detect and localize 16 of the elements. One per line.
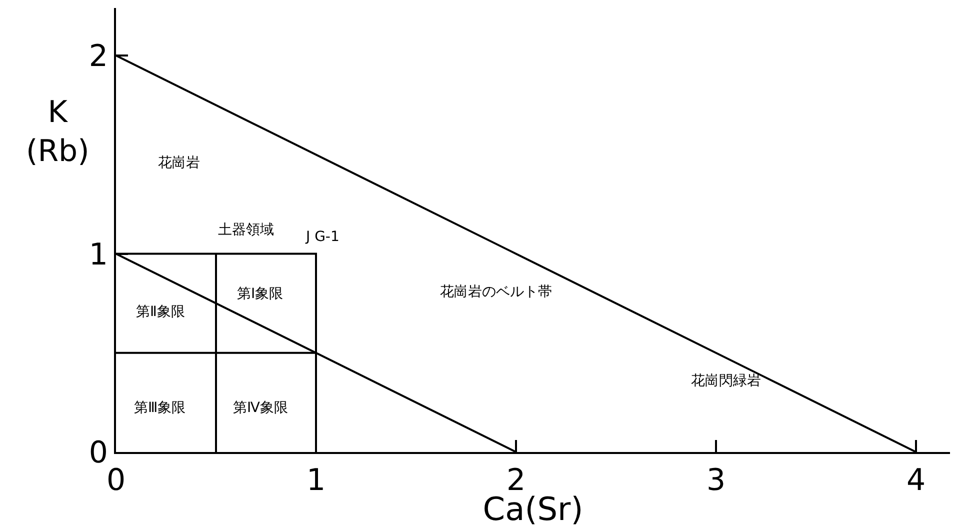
annotation: 第Ⅳ象限 [233, 400, 288, 416]
annotation: 第Ⅰ象限 [237, 286, 284, 302]
y-axis-title: K (Rb) [26, 95, 90, 169]
x-tick-label: 4 [906, 463, 926, 498]
annotation: 第Ⅱ象限 [136, 304, 185, 320]
annotation: 第Ⅲ象限 [134, 400, 186, 416]
annotation: 花崗岩 [158, 155, 200, 171]
annotation: 土器領域 [218, 222, 274, 238]
annotation: 花崗閃緑岩 [691, 373, 761, 389]
x-tick-label: 1 [306, 463, 326, 498]
y-tick-label: 2 [88, 39, 108, 74]
y-tick-label: 1 [88, 237, 108, 272]
y-tick-label: 0 [88, 436, 108, 470]
annotation: J G-1 [305, 229, 340, 245]
x-tick-label: 3 [706, 463, 726, 498]
annotation: 花崗岩のベルト帯 [440, 284, 552, 300]
